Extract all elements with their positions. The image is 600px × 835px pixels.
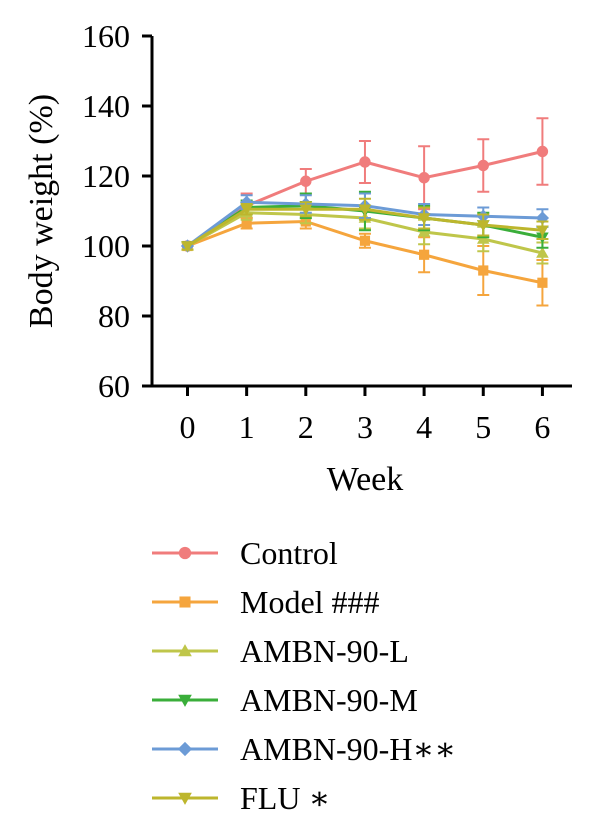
data-point bbox=[240, 204, 253, 216]
data-point bbox=[417, 213, 431, 225]
legend-label: AMBN-90-L bbox=[240, 633, 409, 669]
x-axis-title: Week bbox=[327, 461, 404, 498]
y-tick-label: 140 bbox=[82, 88, 130, 124]
axes: Body weight (%) Week 60 80 100 120 140 160 0 1 2… bbox=[23, 18, 572, 498]
x-tick-label: 3 bbox=[357, 409, 373, 445]
x-tick-label: 6 bbox=[534, 409, 550, 445]
legend-marker bbox=[178, 546, 192, 560]
legend: Control Model ### AMBN-90-L AMBN-90-M AMBN-9… bbox=[152, 535, 456, 816]
data-point bbox=[419, 249, 430, 260]
legend-marker bbox=[179, 596, 191, 608]
x-tick-label: 0 bbox=[179, 409, 195, 445]
y-tick-label: 100 bbox=[82, 228, 130, 264]
series-5 bbox=[181, 197, 549, 253]
legend-item: AMBN-90-L bbox=[152, 633, 409, 669]
series-0 bbox=[181, 117, 549, 252]
plot-area bbox=[180, 117, 550, 307]
x-tick-label: 5 bbox=[475, 409, 491, 445]
legend-item: FLU ∗ bbox=[152, 780, 330, 816]
legend-item: Control bbox=[152, 535, 338, 571]
y-tick-label: 160 bbox=[82, 18, 130, 54]
y-tick-label: 80 bbox=[98, 298, 130, 334]
data-point bbox=[537, 277, 548, 288]
x-tick-label: 2 bbox=[298, 409, 314, 445]
data-point bbox=[359, 235, 371, 246]
legend-item: Model ### bbox=[152, 584, 380, 620]
data-point bbox=[476, 220, 490, 232]
y-axis-title: Body weight (%) bbox=[23, 94, 60, 328]
data-point bbox=[478, 265, 489, 276]
y-tick-label: 60 bbox=[98, 368, 130, 404]
legend-label: AMBN-90-H∗∗ bbox=[240, 731, 456, 767]
data-point bbox=[181, 241, 194, 253]
data-point bbox=[536, 246, 549, 258]
data-point bbox=[359, 156, 371, 168]
data-point bbox=[418, 172, 430, 184]
legend-label: AMBN-90-M bbox=[240, 682, 418, 718]
x-tick-label: 1 bbox=[239, 409, 255, 445]
data-point bbox=[241, 218, 252, 229]
x-tick-label: 4 bbox=[416, 409, 432, 445]
legend-marker bbox=[178, 644, 192, 657]
legend-marker bbox=[178, 792, 192, 805]
data-point bbox=[536, 225, 549, 237]
legend-item: AMBN-90-M bbox=[152, 682, 418, 718]
data-point bbox=[536, 145, 549, 158]
legend-marker bbox=[177, 741, 193, 757]
data-point bbox=[300, 175, 312, 187]
y-tick-label: 120 bbox=[82, 158, 130, 194]
legend-label: Model ### bbox=[240, 584, 380, 620]
legend-label: FLU ∗ bbox=[240, 780, 330, 816]
data-point bbox=[358, 204, 372, 216]
legend-item: AMBN-90-H∗∗ bbox=[152, 731, 456, 767]
data-point bbox=[299, 204, 313, 216]
data-point bbox=[477, 159, 489, 172]
legend-label: Control bbox=[240, 535, 338, 571]
legend-marker bbox=[178, 694, 192, 707]
